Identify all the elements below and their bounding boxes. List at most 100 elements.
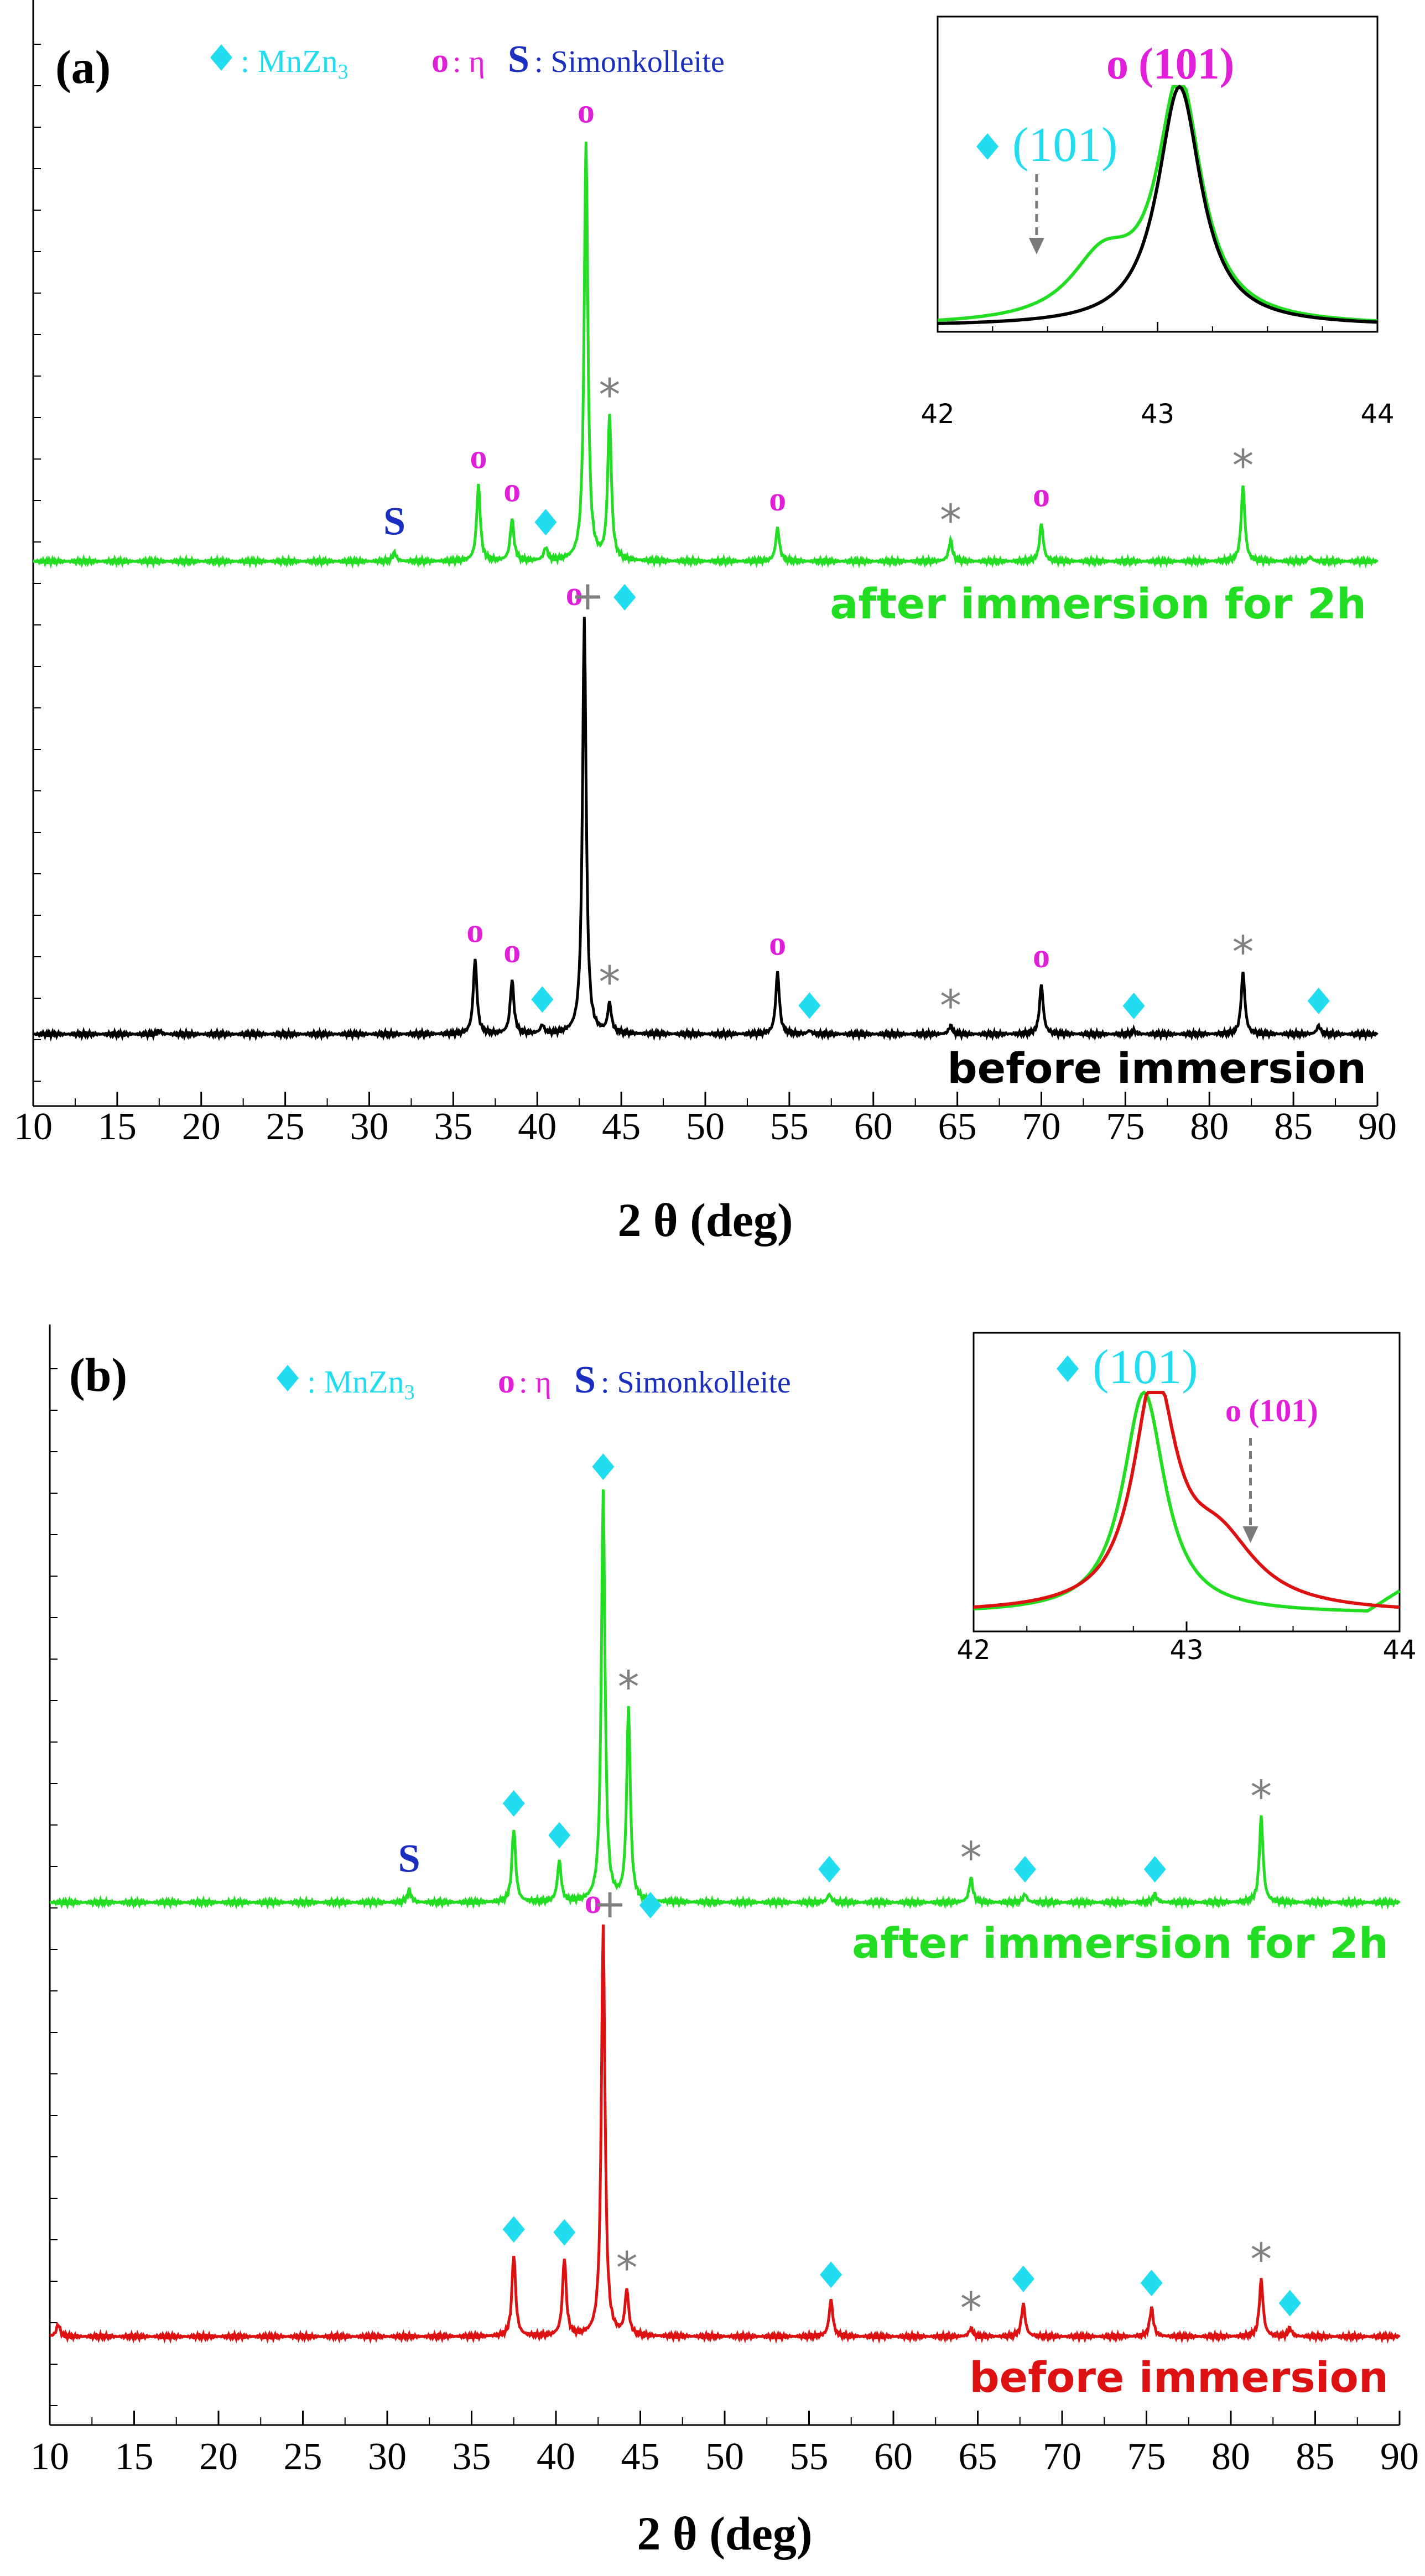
legend-mnzn3-subscript: 3	[404, 1381, 415, 1404]
x-tick-label: 20	[182, 1106, 221, 1148]
legend-mnzn3-label: : MnZn3	[241, 43, 349, 84]
substrate-marker: *	[960, 2284, 982, 2334]
mnzn3-marker	[639, 1892, 662, 1918]
eta-marker: o	[1033, 937, 1050, 975]
legend-eta-label: : η	[453, 45, 485, 79]
eta-marker: o	[578, 93, 595, 131]
x-tick-label: 45	[602, 1106, 641, 1148]
legend-eta-symbol: o	[498, 1363, 515, 1400]
x-tick-label: 65	[959, 2436, 997, 2478]
inset-eta-label: (101)	[1138, 40, 1234, 88]
legend-diamond	[277, 1365, 299, 1391]
x-tick-label: 70	[1043, 2436, 1081, 2478]
substrate-marker: *	[1250, 1772, 1272, 1822]
substrate-marker: *	[616, 2244, 638, 2293]
x-tick-label: 30	[350, 1106, 389, 1148]
inset-x-tick-label: 44	[1382, 1635, 1416, 1666]
x-tick-label: 70	[1022, 1106, 1061, 1148]
x-tick-label: 10	[30, 2436, 69, 2478]
legend-mnzn3-subscript: 3	[338, 60, 349, 84]
legend-diamond	[210, 44, 232, 71]
panel-label: (a)	[55, 40, 111, 93]
substrate-marker: *	[1232, 441, 1254, 491]
eta-marker: o	[1033, 477, 1050, 514]
x-tick-label: 55	[770, 1106, 809, 1148]
panel-label: (b)	[69, 1348, 127, 1401]
x-tick-label: 35	[434, 1106, 472, 1148]
legend: : MnZn3 o: η S: Simonkolleite	[210, 38, 725, 84]
inset-trace-1	[937, 85, 1378, 325]
x-tick-label: 20	[199, 2436, 238, 2478]
legend-s-symbol: S	[508, 38, 529, 81]
mnzn3-marker	[534, 509, 557, 536]
x-tick-label: 15	[98, 1106, 137, 1148]
x-tick-label: 80	[1211, 2436, 1250, 2478]
mnzn3-marker	[502, 2216, 525, 2243]
x-tick-label: 40	[537, 2436, 575, 2478]
x-axis-title: 2 θ (deg)	[617, 1193, 793, 1247]
inset-trace-1	[973, 1391, 1400, 1609]
inset-eta-symbol: o	[1225, 1393, 1241, 1428]
x-tick-label: 50	[686, 1106, 725, 1148]
legend-s-symbol: S	[574, 1359, 596, 1401]
x-tick-label: 15	[115, 2436, 154, 2478]
x-tick-label: 75	[1127, 2436, 1166, 2478]
eta-marker: o	[466, 912, 483, 950]
x-tick-label: 25	[266, 1106, 305, 1148]
inset-diamond-label: (101)	[1012, 118, 1118, 172]
mnzn3-marker	[1013, 1856, 1036, 1883]
x-tick-label: 10	[14, 1106, 53, 1148]
x-tick-label: 85	[1274, 1106, 1313, 1148]
mnzn3-marker	[502, 1790, 525, 1817]
trace-label-0: after immersion for 2h	[830, 579, 1366, 628]
inset-x-tick-label: 42	[920, 399, 954, 430]
panel-b: 10 15 20 25 30 35 40 45 50 55 60 65 70 75 80 85 90 2 θ (d…	[30, 1324, 1419, 2560]
x-tick-label: 80	[1190, 1106, 1229, 1148]
plus-marker: +	[571, 572, 604, 619]
mnzn3-marker	[592, 1453, 615, 1480]
eta-marker: o	[769, 925, 786, 962]
mnzn3-marker	[1012, 2265, 1034, 2292]
x-tick-label: 40	[518, 1106, 557, 1148]
mnzn3-marker	[1143, 1856, 1166, 1883]
x-tick-label: 85	[1296, 2436, 1335, 2478]
legend-eta-symbol: o	[431, 42, 449, 80]
inset-x-tick-label: 42	[956, 1635, 990, 1666]
x-tick-label: 65	[938, 1106, 977, 1148]
mnzn3-marker	[798, 992, 821, 1019]
substrate-marker: *	[599, 371, 620, 420]
substrate-marker: *	[1232, 927, 1254, 977]
mnzn3-marker	[1140, 2270, 1163, 2297]
mnzn3-marker	[818, 1856, 841, 1883]
trace-1	[49, 1924, 1401, 2344]
mnzn3-marker	[548, 1822, 571, 1849]
eta-marker: o	[503, 932, 521, 970]
mnzn3-marker	[613, 584, 636, 611]
legend-eta-label: : η	[519, 1365, 552, 1400]
trace-label-1: before immersion	[969, 2353, 1388, 2402]
x-tick-label: 60	[874, 2436, 913, 2478]
substrate-marker: *	[960, 1834, 982, 1884]
x-tick-label: 30	[368, 2436, 407, 2478]
substrate-marker: *	[940, 982, 961, 1031]
eta-marker: o	[470, 438, 487, 476]
x-tick-label: 25	[284, 2436, 323, 2478]
trace-label-1: before immersion	[947, 1044, 1366, 1093]
substrate-marker: *	[599, 958, 620, 1008]
trace-label-0: after immersion for 2h	[852, 1918, 1388, 1968]
legend-s-label: : Simonkolleite	[534, 45, 725, 79]
x-tick-label: 55	[790, 2436, 829, 2478]
legend-mnzn3-label: : MnZn3	[307, 1364, 415, 1404]
inset-trace-0	[937, 85, 1378, 323]
trace-1	[33, 617, 1379, 1042]
mnzn3-marker	[1307, 987, 1330, 1014]
substrate-marker: *	[618, 1663, 639, 1713]
eta-marker: o	[503, 472, 521, 509]
inset-diamond	[976, 133, 998, 160]
trace-0	[50, 1489, 1401, 1910]
legend-s-label: : Simonkolleite	[601, 1365, 791, 1400]
inset: 42 43 44(101)o (101)	[956, 1332, 1417, 1666]
panel-a: 10 15 20 25 30 35 40 45 50 55 60 65 70 75 80 85 90 2 θ (d…	[14, 0, 1397, 1247]
mnzn3-marker	[820, 2261, 842, 2288]
